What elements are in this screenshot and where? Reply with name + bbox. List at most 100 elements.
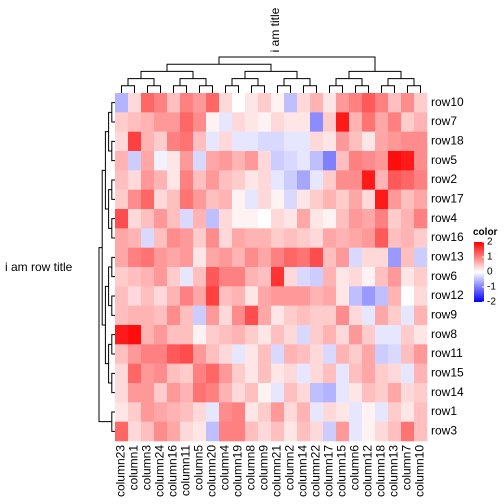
heatmap-cell bbox=[349, 286, 363, 306]
heatmap-cell bbox=[310, 209, 324, 229]
heatmap-cell bbox=[271, 170, 285, 190]
heatmap-cell bbox=[193, 325, 207, 345]
heatmap-cell bbox=[401, 151, 415, 171]
row-label: row13 bbox=[431, 250, 464, 264]
heatmap-cell bbox=[193, 131, 207, 152]
heatmap-cell bbox=[284, 189, 298, 210]
heatmap-cell bbox=[375, 112, 389, 132]
heatmap-cell bbox=[193, 383, 207, 403]
heatmap-cell bbox=[349, 112, 363, 132]
heatmap-cell bbox=[245, 363, 259, 384]
heatmap-cell bbox=[245, 344, 259, 364]
heatmap-cell bbox=[193, 267, 207, 287]
heatmap-cell bbox=[180, 93, 194, 113]
heatmap-cell bbox=[271, 189, 285, 210]
heatmap-cell bbox=[115, 421, 129, 442]
heatmap-cell bbox=[388, 228, 402, 248]
column-label: column24 bbox=[153, 445, 167, 497]
heatmap-cell bbox=[362, 209, 376, 229]
heatmap-cell bbox=[128, 209, 142, 229]
heatmap-cell bbox=[193, 247, 207, 268]
heatmap-cell bbox=[219, 131, 233, 152]
heatmap-cell bbox=[401, 325, 415, 345]
heatmap-cell bbox=[245, 170, 259, 190]
heatmap-cell bbox=[323, 228, 337, 248]
heatmap-cell bbox=[414, 402, 428, 422]
heatmap-cell bbox=[401, 112, 415, 132]
heatmap-cell bbox=[414, 286, 428, 306]
heatmap-cell bbox=[401, 170, 415, 190]
row-label: row11 bbox=[431, 346, 463, 360]
heatmap-cell bbox=[271, 363, 285, 384]
heatmap-cell bbox=[128, 305, 142, 326]
heatmap-cell bbox=[219, 189, 233, 210]
heatmap-cell bbox=[128, 93, 142, 113]
heatmap-cell bbox=[154, 325, 168, 345]
heatmap-cell bbox=[193, 93, 207, 113]
heatmap-cell bbox=[310, 344, 324, 364]
heatmap-cell bbox=[180, 228, 194, 248]
heatmap-cell bbox=[401, 305, 415, 326]
heatmap-cell bbox=[362, 247, 376, 268]
heatmap-cell bbox=[141, 383, 155, 403]
heatmap-cell bbox=[297, 93, 311, 113]
heatmap-cell bbox=[128, 170, 142, 190]
heatmap-cell bbox=[336, 112, 350, 132]
heatmap-cell bbox=[310, 421, 324, 442]
heatmap-cell bbox=[180, 131, 194, 152]
heatmap-cell bbox=[336, 286, 350, 306]
heatmap-cell bbox=[154, 209, 168, 229]
heatmap-cell bbox=[284, 131, 298, 152]
legend-colorbar bbox=[474, 242, 484, 302]
heatmap-cell bbox=[206, 131, 220, 152]
heatmap-cell bbox=[362, 131, 376, 152]
heatmap-cell bbox=[115, 247, 129, 268]
heatmap-cell bbox=[258, 286, 272, 306]
row-label: row2 bbox=[431, 172, 457, 186]
heatmap-cell bbox=[362, 305, 376, 326]
column-label: column3 bbox=[140, 445, 154, 491]
heatmap-cell bbox=[206, 344, 220, 364]
column-label: column8 bbox=[244, 445, 258, 491]
heatmap-cell bbox=[128, 267, 142, 287]
heatmap-cell bbox=[349, 228, 363, 248]
heatmap-cell bbox=[388, 402, 402, 422]
heatmap-cell bbox=[232, 421, 246, 442]
heatmap-cell bbox=[297, 131, 311, 152]
heatmap-cell bbox=[245, 305, 259, 326]
column-label: column6 bbox=[348, 445, 362, 491]
heatmap-cell bbox=[115, 344, 129, 364]
heatmap-cell bbox=[310, 189, 324, 210]
heatmap-cell bbox=[362, 189, 376, 210]
heatmap-cell bbox=[401, 228, 415, 248]
heatmap-cell bbox=[375, 325, 389, 345]
heatmap-cell bbox=[336, 267, 350, 287]
heatmap-cell bbox=[167, 189, 181, 210]
heatmap-cell bbox=[336, 247, 350, 268]
heatmap-cell bbox=[271, 93, 285, 113]
row-label: row12 bbox=[431, 288, 464, 302]
heatmap-cell bbox=[167, 151, 181, 171]
heatmap-cell bbox=[206, 305, 220, 326]
heatmap-cell bbox=[414, 209, 428, 229]
heatmap-cell bbox=[375, 131, 389, 152]
heatmap-cell bbox=[375, 383, 389, 403]
heatmap-cell bbox=[154, 344, 168, 364]
heatmap-cell bbox=[388, 131, 402, 152]
heatmap-cell bbox=[193, 112, 207, 132]
heatmap-cell bbox=[375, 421, 389, 442]
heatmap-cell bbox=[349, 267, 363, 287]
heatmap-cell bbox=[154, 151, 168, 171]
heatmap-cell bbox=[284, 286, 298, 306]
heatmap-cell bbox=[323, 344, 337, 364]
heatmap-cell bbox=[167, 286, 181, 306]
heatmap-cell bbox=[349, 421, 363, 442]
heatmap-cell bbox=[362, 93, 376, 113]
heatmap-cell bbox=[128, 151, 142, 171]
heatmap-cell bbox=[245, 151, 259, 171]
heatmap-cell bbox=[336, 170, 350, 190]
heatmap-cell bbox=[141, 363, 155, 384]
heatmap-cell bbox=[349, 247, 363, 268]
heatmap-cell bbox=[232, 93, 246, 113]
column-label: column23 bbox=[114, 445, 128, 497]
